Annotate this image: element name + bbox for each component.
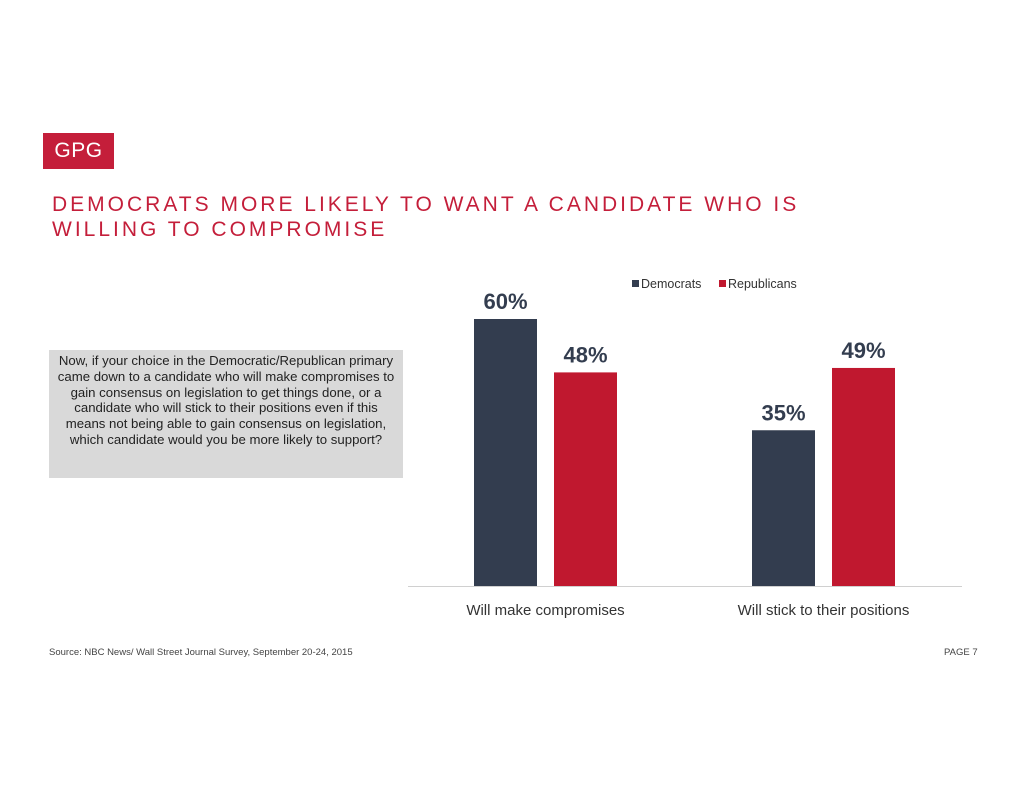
data-label-republicans-1: 48% [563,342,607,367]
category-label-2: Will stick to their positions [738,602,910,619]
chart-legend: Democrats Republicans [632,277,797,291]
survey-question-box: Now, if your choice in the Democratic/Re… [49,350,403,478]
page-number: PAGE 7 [944,647,978,658]
page-title: DEMOCRATS MORE LIKELY TO WANT A CANDIDAT… [52,192,952,242]
bar-republicans-2 [832,367,895,586]
bar-democrats-2 [752,430,815,586]
chart-data-labels: 60% 48% 35% 49% [483,289,885,425]
title-line-1: DEMOCRATS MORE LIKELY TO WANT A CANDIDAT… [52,193,800,216]
source-note: Source: NBC News/ Wall Street Journal Su… [49,647,353,658]
category-label-1: Will make compromises [466,602,624,619]
legend-label-republicans: Republicans [728,277,797,291]
data-label-democrats-1: 60% [483,289,527,314]
legend-label-democrats: Democrats [641,277,701,291]
chart-bars [474,319,895,586]
data-label-democrats-2: 35% [761,400,805,425]
bar-republicans-1 [554,372,617,586]
bar-democrats-1 [474,319,537,586]
legend-swatch-democrats [632,280,639,287]
x-axis-category-labels: Will make compromises Will stick to their… [466,602,909,619]
data-label-republicans-2: 49% [841,338,885,363]
gpg-logo: GPG [43,133,114,169]
legend-swatch-republicans [719,280,726,287]
title-line-2: WILLING TO COMPROMISE [52,218,388,241]
